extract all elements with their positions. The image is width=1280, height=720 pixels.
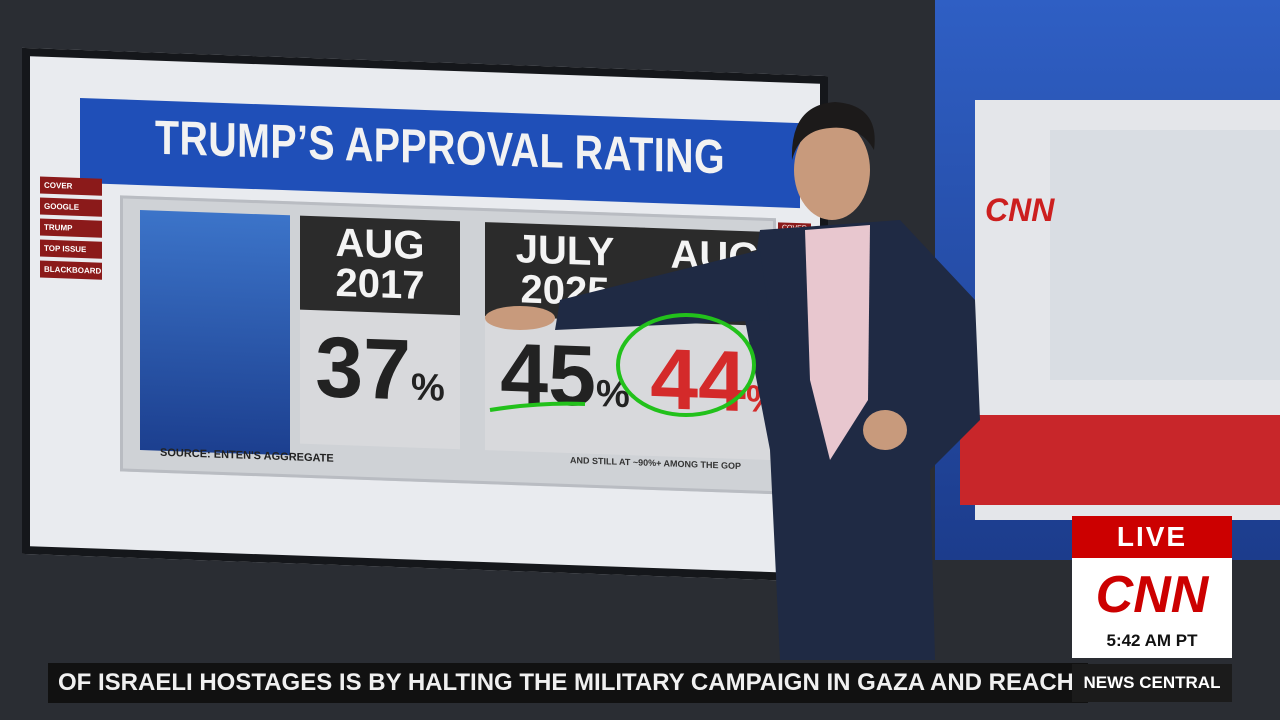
hand [863, 410, 907, 450]
wall-logo: CNN [985, 192, 1055, 228]
network-logo: CNN [1072, 558, 1232, 628]
arm [555, 250, 770, 330]
head [794, 120, 870, 220]
underline [489, 401, 586, 412]
live-badge: LIVE [1072, 516, 1232, 558]
hand [485, 306, 555, 330]
circle-annotation [616, 313, 756, 417]
shirt [805, 225, 870, 460]
hair [791, 102, 875, 160]
suit [745, 220, 980, 660]
white-house-image [1050, 130, 1280, 380]
ticker: OF ISRAELI HOSTAGES IS BY HALTING THE MI… [48, 663, 1088, 703]
clock: 5:42 AM PT [1072, 628, 1232, 658]
show-name: NEWS CENTRAL [1072, 664, 1232, 702]
red-band [960, 415, 1280, 505]
